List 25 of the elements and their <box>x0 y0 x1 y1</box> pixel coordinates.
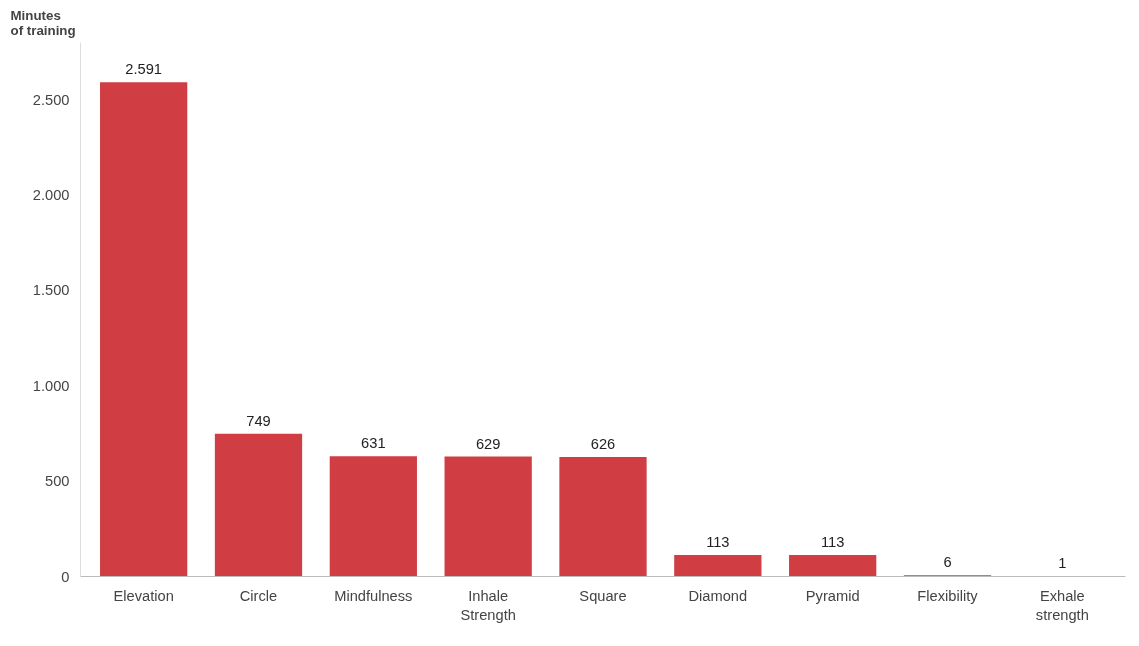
x-tick-label: Flexibility <box>917 587 979 604</box>
x-tick-label: Inhale Strength <box>460 587 516 623</box>
x-tick-label: Diamond <box>688 587 748 604</box>
y-tick-label: 1.500 <box>32 282 70 299</box>
data-label: 1 <box>1058 555 1067 572</box>
y-axis-title: Minutes of training <box>10 7 76 38</box>
data-label: 626 <box>590 436 616 453</box>
y-tick-label: 500 <box>45 473 70 490</box>
x-tick-label: Pyramid <box>805 587 860 604</box>
data-label: 113 <box>820 533 845 550</box>
x-tick-label: Circle <box>239 587 278 604</box>
data-label: 113 <box>706 533 730 550</box>
data-label: 2.591 <box>125 61 163 78</box>
x-tick-label: Elevation <box>113 587 174 604</box>
x-tick-label: Square <box>579 587 627 604</box>
data-label: 631 <box>361 435 386 452</box>
data-label: 629 <box>475 435 501 452</box>
x-tick-label: Exhale strength <box>1035 587 1089 623</box>
y-tick-label: 2.500 <box>32 91 70 108</box>
y-tick-label: 0 <box>61 568 70 585</box>
data-label: 6 <box>943 554 952 571</box>
data-label: 749 <box>246 412 271 429</box>
x-tick-label: Mindfulness <box>334 587 413 604</box>
y-tick-label: 1.000 <box>32 377 70 394</box>
y-tick-label: 2.000 <box>32 187 70 204</box>
